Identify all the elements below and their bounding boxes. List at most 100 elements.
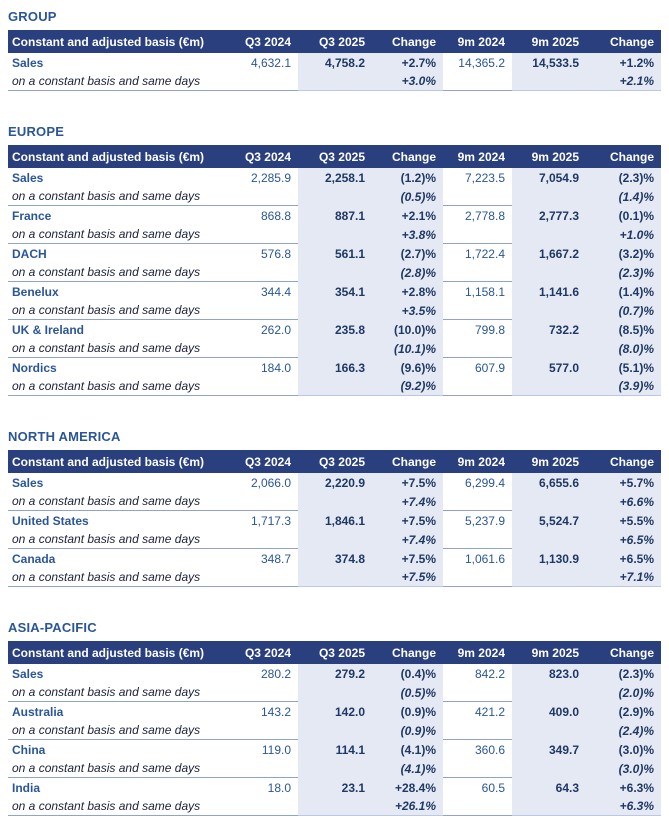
subcell-9m-2024-empty	[443, 797, 512, 816]
table-subrow-constant-basis: on a constant basis and same days (10.1)…	[8, 339, 661, 358]
financial-table: Constant and adjusted basis (€m) Q3 2024…	[8, 450, 661, 587]
cell-q3-2024: 18.0	[267, 780, 291, 795]
subcell-9m-2025-empty	[512, 225, 586, 244]
cell-9m-2025: 1,130.9	[512, 549, 586, 568]
table-row: Sales 4,632.1 4,758.2 +2.7% 14,365.2 14,…	[8, 53, 661, 72]
table-subrow-constant-basis: on a constant basis and same days +7.4% …	[8, 530, 661, 549]
subcell-q3-2024-empty	[232, 721, 298, 740]
cell-q3-2025: 887.1	[298, 206, 372, 225]
cell-q3-2024: 344.4	[260, 284, 291, 299]
regional-sales-results-report: GROUP Constant and adjusted basis (€m) Q…	[0, 8, 669, 816]
cell-q3-2025: 23.1	[298, 778, 372, 797]
cell-9m-2024: 1,158.1	[464, 284, 505, 299]
cell-change-q3: +2.8%	[372, 282, 443, 301]
subcell-q3-2024-empty	[232, 530, 298, 549]
subcell-q3-2024-empty	[232, 377, 298, 396]
subcell-9m-2024-empty	[443, 568, 512, 587]
subcell-change-q3: +3.8%	[372, 225, 443, 244]
header-change-9m: Change	[609, 454, 654, 469]
table-row: Canada 348.7 374.8 +7.5% 1,061.6 1,130.9…	[8, 549, 661, 568]
subcell-9m-2025-empty	[512, 72, 586, 91]
cell-9m-2025: 6,655.6	[512, 473, 586, 492]
cell-change-9m: (3.2)%	[586, 244, 661, 263]
header-9m-2024: 9m 2024	[457, 149, 505, 164]
row-label: Australia	[12, 704, 64, 719]
cell-change-9m: (3.0)%	[586, 740, 661, 759]
region-section: ASIA-PACIFIC Constant and adjusted basis…	[8, 619, 661, 816]
table-header-row: Constant and adjusted basis (€m) Q3 2024…	[8, 145, 661, 168]
table-subrow-constant-basis: on a constant basis and same days +3.5% …	[8, 301, 661, 320]
row-label: France	[12, 208, 52, 223]
cell-9m-2024: 799.8	[474, 322, 505, 337]
region-title: EUROPE	[8, 124, 65, 139]
subcell-change-q3: +7.4%	[372, 492, 443, 511]
cell-q3-2025: 279.2	[298, 664, 372, 683]
subrow-label: on a constant basis and same days	[8, 568, 232, 587]
table-row: France 868.8 887.1 +2.1% 2,778.8 2,777.3…	[8, 206, 661, 225]
cell-q3-2025: 4,758.2	[298, 53, 372, 72]
cell-change-9m: (0.1)%	[586, 206, 661, 225]
subcell-change-9m: (2.0)%	[586, 683, 661, 702]
cell-9m-2025: 409.0	[512, 702, 586, 721]
table-subrow-constant-basis: on a constant basis and same days (2.8)%…	[8, 263, 661, 282]
header-basis-label: Constant and adjusted basis (€m)	[12, 34, 205, 49]
cell-9m-2024: 842.2	[474, 666, 505, 681]
cell-9m-2024: 360.6	[474, 742, 505, 757]
cell-q3-2024: 280.2	[260, 666, 291, 681]
subrow-label: on a constant basis and same days	[8, 225, 232, 244]
cell-q3-2025: 166.3	[298, 358, 372, 377]
cell-q3-2025: 561.1	[298, 244, 372, 263]
cell-change-q3: (10.0)%	[372, 320, 443, 339]
header-q3-2025: Q3 2025	[318, 34, 365, 49]
table-subrow-constant-basis: on a constant basis and same days (0.9)%…	[8, 721, 661, 740]
row-label: Sales	[12, 666, 44, 681]
cell-q3-2024: 348.7	[260, 551, 291, 566]
subcell-9m-2024-empty	[443, 263, 512, 282]
table-body: Sales 2,285.9 2,258.1 (1.2)% 7,223.5 7,0…	[8, 168, 661, 396]
cell-9m-2024: 1,722.4	[464, 246, 505, 261]
subcell-change-9m: (8.0)%	[586, 339, 661, 358]
subrow-label: on a constant basis and same days	[8, 759, 232, 778]
subcell-q3-2025-empty	[298, 797, 372, 816]
cell-change-9m: (2.9)%	[586, 702, 661, 721]
subrow-label: on a constant basis and same days	[8, 301, 232, 320]
cell-q3-2024: 576.8	[260, 246, 291, 261]
cell-q3-2024: 1,717.3	[250, 513, 291, 528]
cell-9m-2024: 607.9	[474, 360, 505, 375]
subcell-q3-2024-empty	[232, 797, 298, 816]
cell-q3-2024: 2,066.0	[250, 475, 291, 490]
cell-change-9m: +5.7%	[586, 473, 661, 492]
financial-table: Constant and adjusted basis (€m) Q3 2024…	[8, 30, 661, 91]
cell-change-q3: (2.7)%	[372, 244, 443, 263]
row-label: India	[12, 780, 41, 795]
subcell-change-9m: (3.9)%	[586, 377, 661, 396]
header-change-q3: Change	[391, 149, 436, 164]
cell-change-q3: +7.5%	[372, 473, 443, 492]
subcell-9m-2025-empty	[512, 187, 586, 206]
cell-change-q3: +7.5%	[372, 511, 443, 530]
header-9m-2024: 9m 2024	[457, 454, 505, 469]
cell-9m-2024: 421.2	[474, 704, 505, 719]
subcell-change-9m: +6.3%	[586, 797, 661, 816]
header-change-q3: Change	[391, 454, 436, 469]
subcell-q3-2024-empty	[232, 759, 298, 778]
subcell-9m-2025-empty	[512, 339, 586, 358]
cell-9m-2024: 14,365.2	[458, 55, 505, 70]
subcell-9m-2024-empty	[443, 301, 512, 320]
subcell-change-9m: (3.0)%	[586, 759, 661, 778]
subcell-9m-2025-empty	[512, 301, 586, 320]
subcell-9m-2024-empty	[443, 721, 512, 740]
cell-9m-2024: 6,299.4	[464, 475, 505, 490]
subcell-change-q3: (2.8)%	[372, 263, 443, 282]
table-row: Australia 143.2 142.0 (0.9)% 421.2 409.0…	[8, 702, 661, 721]
header-q3-2025: Q3 2025	[318, 645, 365, 660]
subcell-change-q3: (0.5)%	[372, 187, 443, 206]
row-label: Canada	[12, 551, 56, 566]
region-section: EUROPE Constant and adjusted basis (€m) …	[8, 123, 661, 396]
subcell-q3-2025-empty	[298, 568, 372, 587]
subcell-q3-2024-empty	[232, 263, 298, 282]
subrow-label: on a constant basis and same days	[8, 339, 232, 358]
subcell-change-9m: (0.7)%	[586, 301, 661, 320]
subcell-q3-2024-empty	[232, 187, 298, 206]
cell-q3-2025: 114.1	[298, 740, 372, 759]
